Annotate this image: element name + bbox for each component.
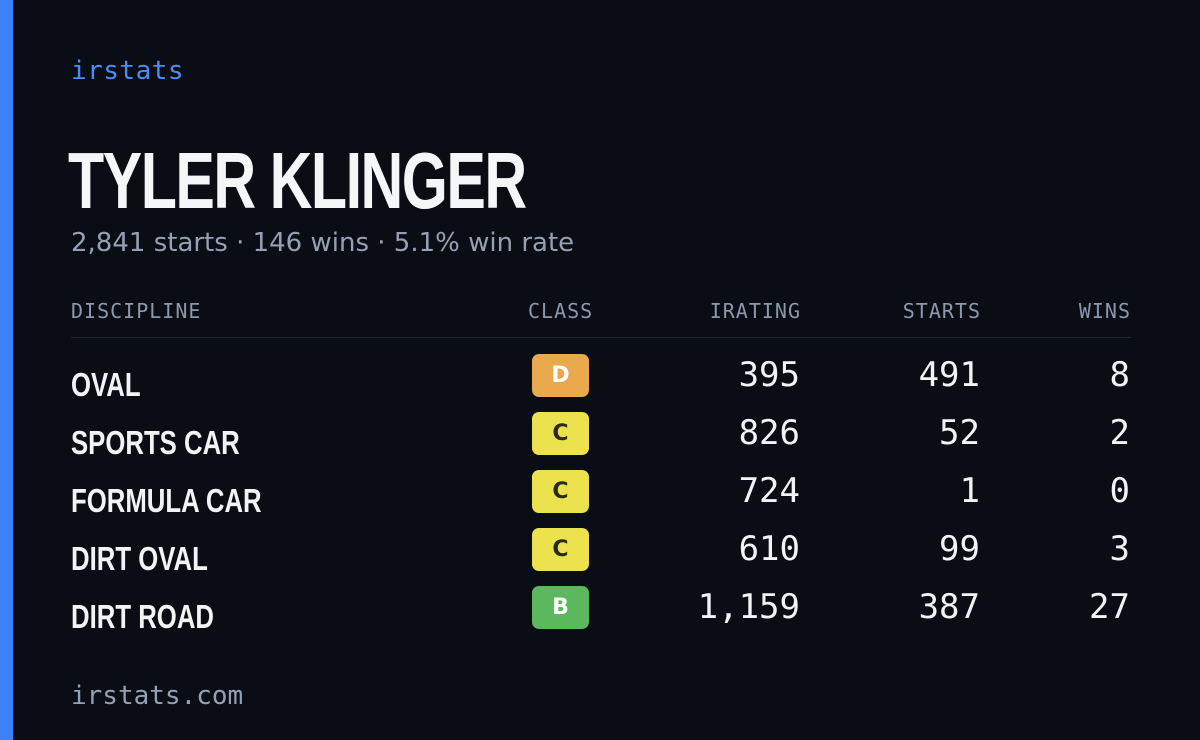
discipline-name: FORMULA CAR bbox=[71, 482, 262, 519]
table-row: FORMULA CAR C 724 1 0 bbox=[71, 469, 1131, 527]
wins-value: 3 bbox=[1109, 529, 1130, 569]
discipline-name: DIRT ROAD bbox=[71, 598, 214, 635]
class-badge: C bbox=[532, 412, 589, 455]
header-wins: WINS bbox=[1078, 299, 1131, 323]
wins-value: 27 bbox=[1089, 587, 1130, 627]
irating-value: 610 bbox=[738, 529, 800, 569]
starts-value: 387 bbox=[918, 587, 980, 627]
accent-bar bbox=[0, 0, 13, 740]
class-badge: C bbox=[532, 470, 589, 513]
starts-value: 99 bbox=[939, 529, 980, 569]
starts-value: 1 bbox=[959, 471, 980, 511]
wins-value: 0 bbox=[1109, 471, 1130, 511]
class-badge: B bbox=[532, 586, 589, 629]
header-class: CLASS bbox=[528, 299, 594, 323]
brand-logo-text: irstats bbox=[71, 56, 185, 86]
discipline-name: SPORTS CAR bbox=[71, 424, 240, 461]
table-row: OVAL D 395 491 8 bbox=[71, 353, 1131, 411]
irating-value: 826 bbox=[738, 413, 800, 453]
irating-value: 724 bbox=[738, 471, 800, 511]
starts-value: 491 bbox=[918, 355, 980, 395]
irating-value: 1,159 bbox=[697, 587, 800, 627]
discipline-name: DIRT OVAL bbox=[71, 540, 208, 577]
discipline-name: OVAL bbox=[71, 366, 141, 403]
table-row: DIRT OVAL C 610 99 3 bbox=[71, 527, 1131, 585]
driver-name: TYLER KLINGER bbox=[68, 136, 527, 225]
starts-value: 52 bbox=[939, 413, 980, 453]
header-starts: STARTS bbox=[902, 299, 981, 323]
irating-value: 395 bbox=[738, 355, 800, 395]
discipline-table: DISCIPLINE CLASS IRATING STARTS WINS OVA… bbox=[71, 297, 1131, 643]
header-discipline: DISCIPLINE bbox=[71, 299, 202, 323]
table-header: DISCIPLINE CLASS IRATING STARTS WINS bbox=[71, 297, 1131, 338]
table-row: SPORTS CAR C 826 52 2 bbox=[71, 411, 1131, 469]
header-irating: IRATING bbox=[709, 299, 801, 323]
driver-summary: 2,841 starts · 146 wins · 5.1% win rate bbox=[71, 228, 575, 258]
class-badge: C bbox=[532, 528, 589, 571]
table-row: DIRT ROAD B 1,159 387 27 bbox=[71, 585, 1131, 643]
footer-url: irstats.com bbox=[71, 681, 244, 711]
table-body: OVAL D 395 491 8 SPORTS CAR C 826 52 2 F… bbox=[71, 353, 1131, 643]
wins-value: 8 bbox=[1109, 355, 1130, 395]
wins-value: 2 bbox=[1109, 413, 1130, 453]
class-badge: D bbox=[532, 354, 589, 397]
